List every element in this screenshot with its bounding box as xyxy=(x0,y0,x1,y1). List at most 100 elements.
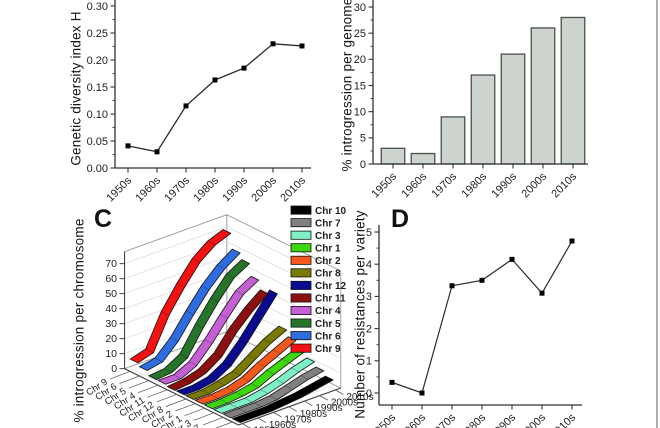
legend-label: Chr 10 xyxy=(315,206,347,217)
chromosome-tick xyxy=(147,389,168,398)
ribbon-segment-line xyxy=(284,385,294,390)
data-point-marker xyxy=(569,238,575,244)
legend-label: Chr 2 xyxy=(315,256,341,267)
y-tick-label: 30 xyxy=(354,2,366,14)
ribbon-segment-line xyxy=(195,324,204,329)
chromosome-tick xyxy=(128,380,149,389)
time-tick-label: 2000s xyxy=(331,398,358,409)
y-tick-label: 5 xyxy=(360,133,366,145)
y-tick-label: 0.05 xyxy=(87,136,108,148)
panel-c-zlabel: % introgression per chromosome xyxy=(71,218,87,423)
z-tick-label: 30 xyxy=(105,318,117,330)
ribbon-segment-line xyxy=(229,403,238,409)
ribbon-segment-line xyxy=(238,408,247,413)
ribbon-chr-5 xyxy=(148,259,250,381)
x-tick-label: 2010s xyxy=(278,174,308,204)
time-tick-label: 1990s xyxy=(315,403,342,414)
z-tick-label: 60 xyxy=(105,273,117,285)
x-tick-label: 2000s xyxy=(249,174,279,204)
ribbon-segment-line xyxy=(235,290,244,296)
bar xyxy=(380,147,406,165)
panel-d-letter: D xyxy=(391,205,410,233)
time-tick xyxy=(273,412,282,418)
legend-swatch xyxy=(290,255,312,265)
ribbon-segment-line xyxy=(294,392,303,398)
x-tick-label: 1990s xyxy=(489,170,519,200)
z-tick-label: 10 xyxy=(105,348,117,360)
legend-swatch xyxy=(290,268,312,278)
ribbon-segment-line xyxy=(250,383,259,388)
ribbon-segment-line xyxy=(207,240,216,246)
time-tick-label: 1950s xyxy=(253,426,280,428)
ribbon-segment-line xyxy=(216,264,225,270)
time-tick xyxy=(257,417,267,423)
ribbon-chr-11 xyxy=(166,289,269,391)
ribbon-segment-line xyxy=(229,327,238,333)
ribbon-segment-line xyxy=(238,339,247,345)
ribbon-segment-line xyxy=(226,273,235,279)
z-tick-label: 20 xyxy=(105,333,117,345)
wall-grid-line xyxy=(124,286,227,324)
ribbon-segment-line xyxy=(247,354,256,360)
ribbon-segment-line xyxy=(269,395,278,400)
time-tick xyxy=(335,389,344,395)
ribbon-segment-line xyxy=(201,285,210,290)
time-tick-label: 2010s xyxy=(346,392,373,403)
ribbon-chr-3 xyxy=(213,357,316,414)
x-tick-label: 2010s xyxy=(548,411,578,428)
time-tick-label: 1960s xyxy=(269,420,296,428)
ribbon-segment-line xyxy=(253,402,263,408)
data-point-marker xyxy=(389,379,395,385)
legend-label: Chr 6 xyxy=(315,331,341,342)
ribbon-segment-line xyxy=(210,394,219,399)
time-tick xyxy=(288,406,298,412)
ribbon-segment-line xyxy=(222,361,232,367)
time-tick-label: 1980s xyxy=(300,409,327,420)
y-tick-label: 0.20 xyxy=(87,55,108,67)
ribbon-segment-line xyxy=(191,385,201,390)
y-tick-label: 0.25 xyxy=(87,28,108,40)
data-point-marker xyxy=(479,277,485,283)
data-point-marker xyxy=(125,143,131,149)
figure-right-border xyxy=(656,0,658,428)
x-tick-label: 1980s xyxy=(458,411,488,428)
bar xyxy=(530,27,556,165)
ribbon-segment-line xyxy=(275,379,284,384)
ribbon-segment-line xyxy=(244,397,253,403)
wall-grid-line xyxy=(124,256,227,294)
legend-swatch xyxy=(290,305,312,315)
ribbon-segment-line xyxy=(253,314,263,320)
chromosome-tick xyxy=(175,403,196,412)
time-tick xyxy=(304,400,313,407)
time-tick xyxy=(242,423,251,428)
chromosome-tick xyxy=(184,407,205,417)
ribbon-segment-line xyxy=(204,339,213,344)
ribbon-segment-line xyxy=(278,400,287,405)
data-point-marker xyxy=(241,65,247,71)
z-tick-label: 50 xyxy=(105,288,117,300)
ribbon-segment-line xyxy=(247,412,256,418)
legend-swatch xyxy=(290,243,312,253)
y-tick-label: 10 xyxy=(354,106,366,118)
data-point-marker xyxy=(299,43,305,49)
panel-d-line-chart: 0 1 2 3 4 5 1950s 1960s 1970s 1980s 1990s 2000s 2010… xyxy=(366,225,582,428)
y-tick-label: 0.10 xyxy=(87,109,108,121)
chromosome-tick xyxy=(110,371,131,380)
legend-label: Chr 1 xyxy=(315,243,341,254)
ribbon-segment-line xyxy=(235,391,244,397)
ribbon-segment-line xyxy=(257,362,266,368)
ribbon-segment-line xyxy=(207,376,216,382)
ribbon-segment-line xyxy=(263,407,272,412)
ribbon-chr-9 xyxy=(129,229,232,364)
y-tick-label: 0.30 xyxy=(87,1,108,13)
ribbon-segment-line xyxy=(182,379,191,384)
y-tick-label: 0 xyxy=(360,159,366,171)
ribbon-segment-line xyxy=(173,374,182,379)
ribbon-segment-line xyxy=(154,357,163,363)
ribbon-segment-line xyxy=(291,367,300,373)
chromosome-tick xyxy=(165,398,187,407)
ribbon-segment-line xyxy=(160,311,170,317)
chromosome-tick xyxy=(156,394,177,403)
